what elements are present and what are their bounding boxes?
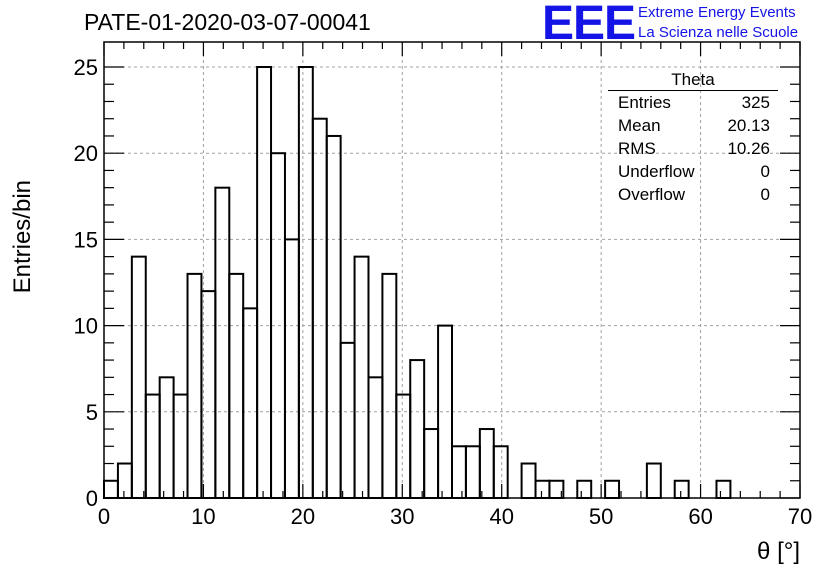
stats-value: 325: [741, 93, 770, 112]
histogram-bin: [534, 479, 551, 500]
y-tick-label: 25: [74, 55, 98, 80]
histogram-bin: [297, 66, 314, 499]
histogram-bin: [451, 445, 467, 499]
histogram-bin: [130, 255, 147, 500]
stats-key: Entries: [618, 93, 671, 112]
stats-value: 20.13: [727, 116, 770, 135]
histogram-bin: [186, 272, 203, 499]
histogram-bin: [464, 445, 481, 499]
histogram-bin: [158, 376, 175, 500]
y-tick-label: 20: [74, 141, 98, 166]
histogram-bin: [353, 255, 370, 500]
histogram-bin: [715, 479, 732, 500]
eee-logo: EEE Extreme Energy Events La Scienza nel…: [542, 0, 832, 50]
histogram-bin: [283, 238, 300, 499]
histogram-bin: [103, 479, 119, 500]
histogram-bin: [673, 479, 690, 500]
stats-value: 10.26: [727, 139, 770, 158]
axis-ticks: [103, 42, 801, 499]
histogram-bin: [381, 272, 398, 499]
histogram-bin: [645, 462, 662, 499]
histogram-bin: [144, 393, 161, 499]
stats-key: Underflow: [618, 162, 695, 181]
histogram-bin: [214, 186, 231, 499]
stats-key: RMS: [618, 139, 656, 158]
stats-row: Mean 20.13: [608, 114, 778, 137]
stats-key: Mean: [618, 116, 661, 135]
y-tick-label: 10: [74, 314, 98, 339]
y-axis-label: Entries/bin: [9, 180, 36, 293]
eee-logo-mark: EEE: [542, 0, 636, 50]
x-tick-label: 70: [788, 504, 812, 529]
histogram-bin: [409, 359, 426, 499]
stats-row: Entries 325: [608, 91, 778, 114]
histogram-bin: [116, 462, 133, 499]
histogram-bin: [395, 393, 412, 499]
logo-line-1: Extreme Energy Events: [638, 4, 796, 21]
x-tick-label: 60: [688, 504, 712, 529]
histogram-bin: [576, 479, 593, 500]
x-tick-label: 20: [291, 504, 315, 529]
plot-frame-border: [103, 41, 801, 499]
histogram-bin: [228, 272, 245, 499]
histogram-bin: [367, 376, 384, 500]
stats-key: Overflow: [618, 185, 686, 204]
x-tick-label: 30: [390, 504, 414, 529]
y-tick-label: 5: [86, 400, 98, 425]
histogram-bin: [520, 462, 537, 499]
histogram-bin: [256, 66, 273, 499]
x-tick-label: 10: [191, 504, 215, 529]
stats-row: RMS 10.26: [608, 137, 778, 160]
histogram-bin: [339, 341, 356, 499]
logo-line-2: La Scienza nelle Scuole: [638, 24, 799, 41]
stats-row: Underflow 0: [608, 160, 778, 183]
stats-row: Overflow 0: [608, 183, 778, 206]
histogram-bin: [492, 445, 509, 499]
histogram-bin: [311, 117, 328, 499]
x-tick-label: 40: [489, 504, 513, 529]
histogram-bin: [200, 290, 217, 499]
histogram-bin: [172, 393, 189, 499]
histogram-bin: [604, 479, 621, 500]
y-tick-label: 15: [74, 227, 98, 252]
stats-box-title: Theta: [608, 70, 778, 91]
plot-frame: [103, 41, 801, 499]
histogram-bin: [423, 428, 440, 500]
histogram-bin: [242, 307, 259, 499]
x-tick-label: 0: [98, 504, 110, 529]
x-tick-label: 50: [589, 504, 613, 529]
chart-title: PATE-01-2020-03-07-00041: [84, 9, 371, 35]
y-tick-label: 0: [86, 486, 98, 511]
x-axis-label: θ [°]: [757, 538, 800, 565]
stats-value: 0: [760, 185, 770, 204]
histogram-bin: [478, 428, 495, 500]
histogram-bin: [325, 134, 342, 500]
stats-box: Theta Entries 325 Mean 20.13 RMS 10.26 U…: [608, 70, 778, 206]
tick-labels: 0 10 20 30 40 50 60 70 0 5 10 15 20 25: [74, 55, 813, 529]
stats-value: 0: [760, 162, 770, 181]
